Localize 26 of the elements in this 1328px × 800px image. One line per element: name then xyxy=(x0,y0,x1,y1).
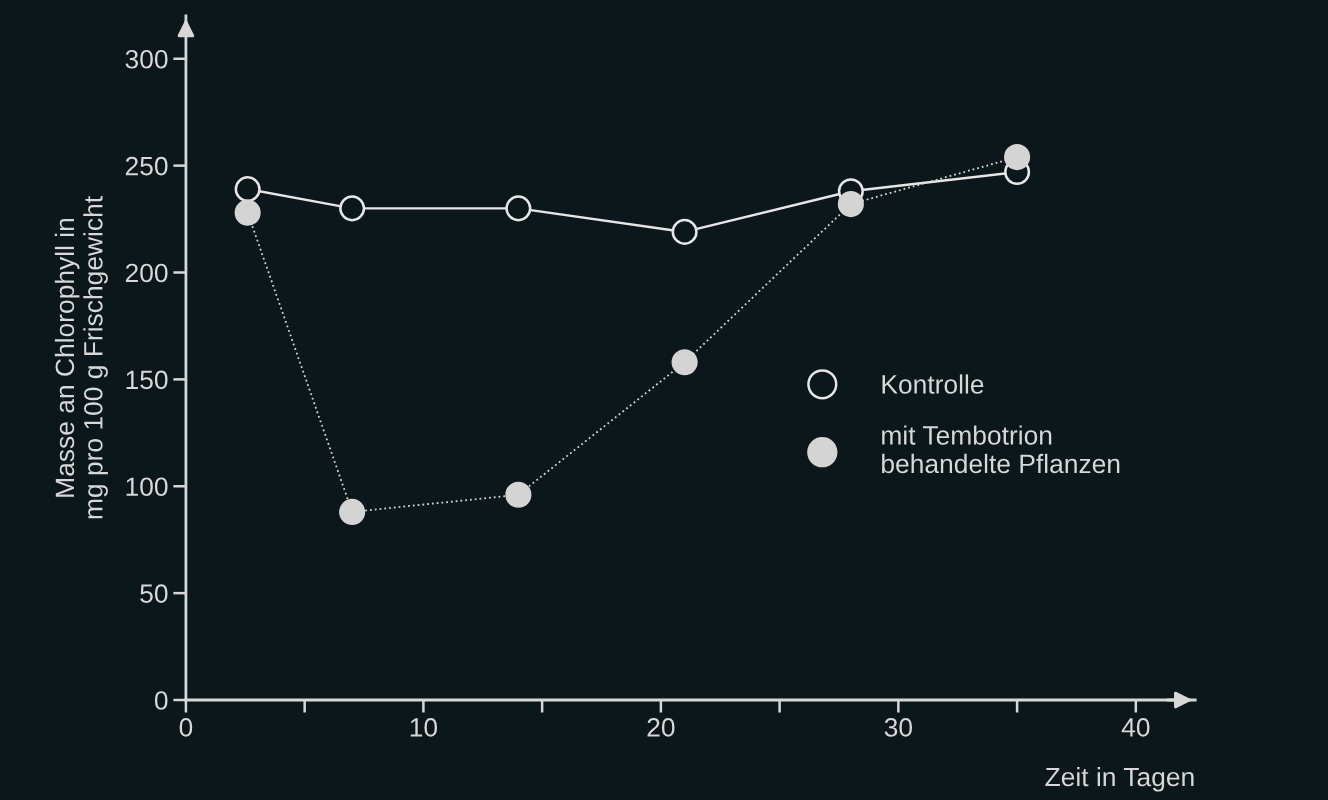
x-tick-label: 10 xyxy=(410,718,438,737)
y-tick-label: 100 xyxy=(126,477,168,497)
point xyxy=(505,481,532,508)
y-tick-label: 250 xyxy=(125,156,168,176)
legend-label: mit Tembotrion behandelte Pflanzen xyxy=(882,425,1120,474)
point xyxy=(339,498,366,525)
legend-label: Kontrolle xyxy=(882,374,984,394)
point xyxy=(837,191,864,218)
x-tick-label: 40 xyxy=(1121,718,1150,737)
x-tick-label: 0 xyxy=(179,718,193,737)
y-tick-label: 50 xyxy=(140,584,168,603)
y-tick-label: 150 xyxy=(126,370,168,390)
y-axis-title: Masse an Chlorophyll in mg pro 100 g Frischgewicht xyxy=(54,196,108,519)
x-tick-label: 20 xyxy=(647,718,675,737)
y-tick-label: 0 xyxy=(154,691,168,710)
point xyxy=(1004,144,1031,171)
point xyxy=(671,349,698,376)
point xyxy=(671,218,698,245)
y-tick-label: 200 xyxy=(125,263,168,283)
x-tick-label: 30 xyxy=(884,718,912,737)
y-tick-label: 300 xyxy=(125,49,168,69)
point xyxy=(505,195,532,222)
point xyxy=(234,176,261,203)
point xyxy=(234,199,261,226)
point xyxy=(339,195,366,222)
x-axis-title: Zeit in Tagen xyxy=(1045,766,1194,792)
